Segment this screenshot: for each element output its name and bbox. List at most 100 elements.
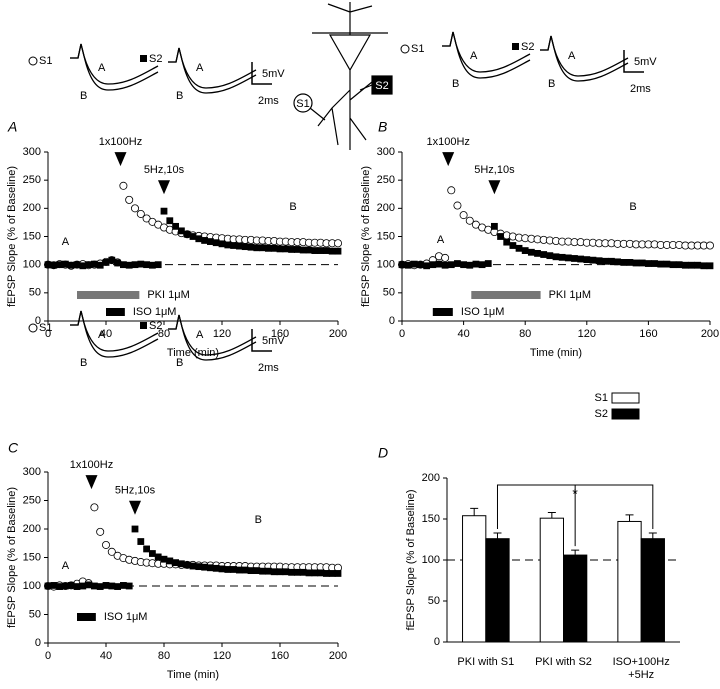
data-point [472, 260, 480, 268]
data-point [172, 559, 180, 567]
data-point [264, 244, 272, 252]
data-point [131, 525, 139, 533]
data-point [91, 260, 98, 268]
data-point [435, 260, 443, 268]
data-point [195, 235, 203, 243]
scale-bar [251, 62, 272, 85]
legend-swatch [611, 408, 640, 420]
data-point [614, 258, 621, 266]
x-tick-label: 40 [100, 650, 112, 662]
data-point [270, 244, 278, 252]
data-point [700, 262, 708, 270]
inset: S1 A B S2 A B 5mV 2ms [28, 43, 285, 107]
arrow [114, 152, 127, 167]
scale-bar [623, 50, 644, 73]
data-point [632, 259, 640, 267]
trace [442, 31, 531, 73]
x-tick-label: 80 [158, 650, 170, 662]
data-point [56, 583, 63, 590]
data-point [311, 247, 319, 254]
data-point [322, 570, 330, 577]
data-point [317, 569, 325, 577]
y-tick-label: 0 [35, 315, 41, 327]
drug-label: ISO 1μM [461, 306, 505, 318]
data-point [195, 563, 203, 571]
data-point [79, 582, 87, 590]
data-point [235, 566, 243, 574]
data-point [429, 261, 437, 269]
data-point [675, 261, 683, 269]
data-point [478, 261, 486, 269]
data-point [50, 261, 58, 269]
data-point [136, 209, 145, 218]
error-bar [470, 507, 479, 516]
data-point [247, 243, 255, 251]
data-point [305, 569, 313, 577]
data-point [552, 253, 560, 261]
data-point [125, 195, 134, 204]
scale-label: 5mV [634, 56, 657, 68]
x-tick-label: 120 [213, 328, 231, 340]
x-axis-title: Time (min) [530, 347, 582, 359]
annotation: 1x100Hz [99, 136, 142, 148]
annotation: 5Hz,10s [115, 485, 156, 497]
x-tick-label: 200 [329, 650, 347, 662]
data-point [131, 261, 139, 269]
data-point [282, 245, 290, 253]
data-point [688, 261, 695, 269]
data-point [410, 260, 418, 268]
error-bar [547, 511, 556, 519]
data-point [73, 261, 81, 269]
y-axis-title: fEPSP Slope (% of Baseline) [6, 166, 18, 307]
data-point [484, 260, 492, 267]
data-point [417, 261, 424, 269]
data-point [447, 261, 455, 269]
data-point [96, 261, 104, 269]
scale-label: 2ms [258, 362, 279, 374]
data-point [497, 233, 504, 240]
stim-marker [140, 322, 147, 329]
data-point [270, 568, 278, 576]
data-point [102, 540, 111, 549]
data-point [454, 260, 461, 267]
data-point [288, 568, 296, 576]
y-axis-title: fEPSP Slope (% of Baseline) [360, 166, 372, 307]
y-tick-label: 100 [23, 580, 41, 592]
stim-marker [400, 44, 410, 54]
y-tick-label: 150 [422, 513, 440, 525]
annotation: B [289, 201, 296, 213]
y-tick-label: 250 [377, 174, 395, 186]
inset-label: A [568, 50, 576, 62]
data-point [441, 253, 450, 262]
data-point [201, 237, 209, 244]
data-point [305, 246, 313, 254]
inset-label: S2 [149, 53, 162, 65]
data-point [206, 564, 214, 572]
x-tick-label: 160 [271, 328, 289, 340]
data-point [571, 255, 578, 262]
data-point [311, 569, 319, 577]
inset-label: B [176, 357, 183, 369]
data-point [253, 567, 261, 575]
x-tick-label: 120 [213, 650, 231, 662]
data-point [334, 570, 342, 577]
data-point [183, 230, 191, 238]
y-tick-label: 100 [23, 259, 41, 271]
inset-label: A [196, 329, 204, 341]
data-point [293, 568, 301, 576]
x-tick-label: 0 [399, 328, 405, 340]
data-point [288, 246, 296, 253]
annotation: 1x100Hz [70, 459, 113, 471]
data-point [224, 566, 232, 573]
data-point [160, 555, 168, 563]
y-tick-label: 150 [23, 230, 41, 242]
data-point [681, 261, 689, 269]
x-tick-label: 200 [701, 328, 719, 340]
bar [617, 520, 642, 643]
data-point [166, 557, 174, 565]
data-point [130, 204, 139, 213]
drug-bar [77, 291, 140, 299]
y-tick-label: 50 [29, 287, 41, 299]
data-point [73, 583, 81, 590]
data-point [276, 245, 284, 253]
